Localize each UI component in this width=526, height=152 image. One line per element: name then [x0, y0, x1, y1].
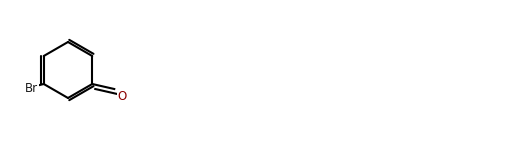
- Text: Br: Br: [25, 83, 38, 95]
- Text: O: O: [118, 90, 127, 104]
